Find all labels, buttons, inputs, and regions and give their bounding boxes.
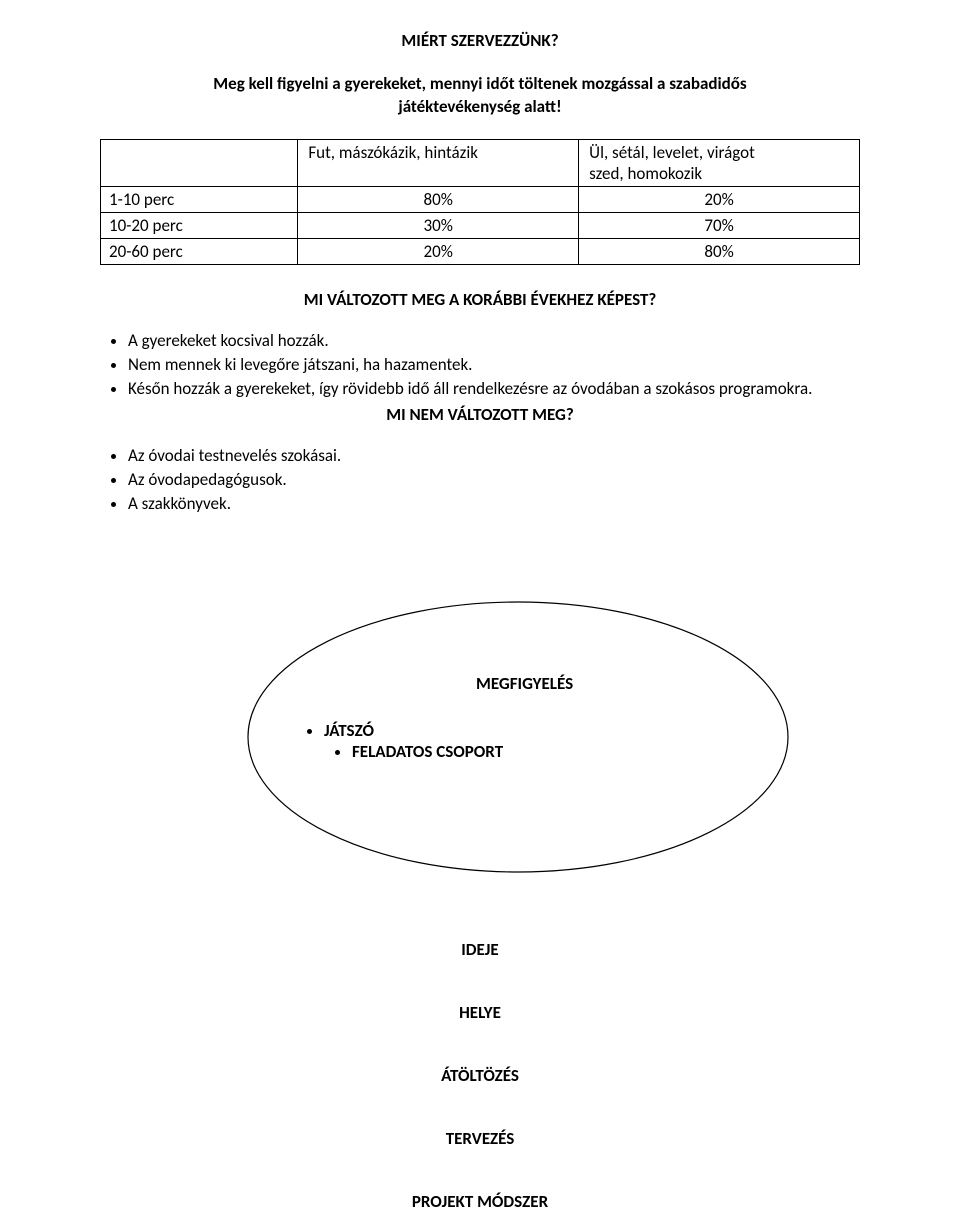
table-row: 20-60 perc 20% 80% bbox=[101, 238, 860, 264]
ellipse-content: MEGFIGYELÉS JÁTSZÓ FELADATOS CSOPORT bbox=[296, 673, 573, 762]
footer-word: PROJEKT MÓDSZER bbox=[100, 1191, 860, 1212]
list-item: A szakkönyvek. bbox=[128, 493, 860, 517]
row2-a: 20% bbox=[298, 238, 579, 264]
row2-label: 20-60 perc bbox=[101, 238, 298, 264]
list-item: Későn hozzák a gyerekeket, így rövidebb … bbox=[128, 378, 860, 402]
footer-word: ÁTÖLTÖZÉS bbox=[100, 1065, 860, 1086]
row1-b: 70% bbox=[579, 212, 860, 238]
ellipse-item-2: FELADATOS CSOPORT bbox=[352, 741, 573, 762]
page-title: MIÉRT SZERVEZZÜNK? bbox=[100, 30, 860, 51]
header-b-line2: szed, homokozik bbox=[589, 163, 702, 184]
row0-a: 80% bbox=[298, 186, 579, 212]
ellipse-item1-label: JÁTSZÓ bbox=[324, 720, 374, 741]
footer-word: TERVEZÉS bbox=[100, 1128, 860, 1149]
row2-b: 80% bbox=[579, 238, 860, 264]
footer-word: IDEJE bbox=[100, 939, 860, 960]
table-row: 10-20 perc 30% 70% bbox=[101, 212, 860, 238]
ellipse-diagram: MEGFIGYELÉS JÁTSZÓ FELADATOS CSOPORT bbox=[100, 577, 860, 897]
heading-changed: MI VÁLTOZOTT MEG A KORÁBBI ÉVEKHEZ KÉPES… bbox=[100, 289, 860, 310]
footer-words: IDEJE HELYE ÁTÖLTÖZÉS TERVEZÉS PROJEKT M… bbox=[100, 939, 860, 1212]
row0-b: 20% bbox=[579, 186, 860, 212]
table-row: 1-10 perc 80% 20% bbox=[101, 186, 860, 212]
row1-label: 10-20 perc bbox=[101, 212, 298, 238]
row1-a: 30% bbox=[298, 212, 579, 238]
table-header-a: Fut, mászókázik, hintázik bbox=[298, 139, 579, 186]
list-item: Az óvodai testnevelés szokásai. bbox=[128, 445, 860, 469]
table-header-row: Fut, mászókázik, hintázik Ül, sétál, lev… bbox=[101, 139, 860, 186]
bullets-changed: A gyerekeket kocsival hozzák. Nem mennek… bbox=[128, 330, 860, 402]
heading-notchanged: MI NEM VÁLTOZOTT MEG? bbox=[100, 404, 860, 425]
list-item: Nem mennek ki levegőre játszani, ha haza… bbox=[128, 354, 860, 378]
table-header-empty bbox=[101, 139, 298, 186]
header-b-line1: Ül, sétál, levelet, virágot bbox=[589, 142, 755, 163]
ellipse-title: MEGFIGYELÉS bbox=[476, 673, 573, 694]
ellipse-item-1: JÁTSZÓ FELADATOS CSOPORT bbox=[324, 720, 573, 762]
table-header-b: Ül, sétál, levelet, virágot szed, homoko… bbox=[579, 139, 860, 186]
list-item: Az óvodapedagógusok. bbox=[128, 469, 860, 493]
subtitle-line2: játéktevékenység alatt! bbox=[398, 96, 561, 117]
page-subtitle: Meg kell figyelni a gyerekeket, mennyi i… bbox=[100, 73, 860, 119]
row0-label: 1-10 perc bbox=[101, 186, 298, 212]
activity-table: Fut, mászókázik, hintázik Ül, sétál, lev… bbox=[100, 139, 860, 265]
subtitle-line1: Meg kell figyelni a gyerekeket, mennyi i… bbox=[213, 73, 746, 94]
footer-word: HELYE bbox=[100, 1002, 860, 1023]
list-item: A gyerekeket kocsival hozzák. bbox=[128, 330, 860, 354]
bullets-notchanged: Az óvodai testnevelés szokásai. Az óvoda… bbox=[128, 445, 860, 517]
